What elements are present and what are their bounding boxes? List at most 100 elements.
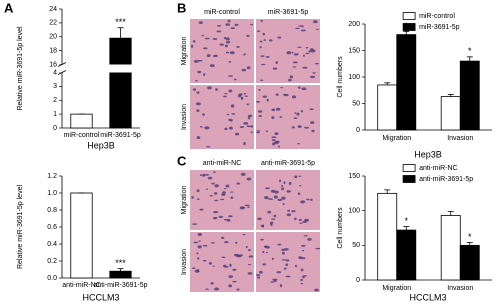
cell — [214, 184, 219, 188]
cell — [310, 49, 316, 53]
cell — [284, 248, 289, 251]
cell — [215, 88, 218, 91]
cell — [312, 72, 316, 74]
cell — [220, 236, 225, 240]
cell — [242, 233, 246, 236]
cell — [299, 222, 303, 225]
cell — [247, 206, 250, 209]
cell — [235, 241, 238, 244]
cell — [225, 37, 230, 41]
cell — [262, 95, 268, 98]
cell — [294, 264, 298, 268]
cell — [281, 259, 287, 261]
cell — [196, 252, 199, 255]
cell — [233, 78, 237, 81]
cell — [216, 30, 222, 33]
legend-swatch — [402, 23, 416, 31]
cell — [273, 279, 277, 282]
cell — [269, 221, 274, 224]
cell — [197, 59, 203, 62]
cell — [297, 125, 302, 128]
cell — [197, 245, 202, 249]
cell — [260, 19, 263, 23]
cell — [258, 115, 263, 117]
row-label: Migration — [181, 37, 188, 66]
y-tick-label: 24 — [49, 6, 57, 13]
cell — [234, 253, 239, 257]
legend-swatch — [402, 175, 416, 183]
cell — [246, 66, 251, 70]
cell — [265, 187, 270, 190]
y-tick-label: 0 — [356, 277, 360, 284]
cell — [312, 20, 318, 24]
cell — [224, 240, 229, 244]
x-tick-label: Invasion — [447, 285, 473, 292]
y-tick-label: 50 — [352, 242, 360, 249]
cell — [232, 280, 237, 283]
y-axis-label: Cell numbers — [337, 56, 344, 98]
cell — [256, 131, 260, 134]
cell — [232, 268, 237, 271]
cell — [206, 54, 211, 58]
cell — [300, 278, 303, 282]
cell — [248, 255, 254, 258]
cell — [224, 92, 228, 95]
micrograph — [190, 19, 254, 83]
cell — [209, 195, 213, 197]
cell — [220, 198, 225, 201]
bar — [396, 229, 417, 281]
x-axis-title: HCCLM3 — [82, 292, 119, 302]
y-tick-label: 150 — [348, 173, 360, 180]
x-tick-label: anti-miR-NC — [62, 282, 101, 289]
cell — [193, 60, 199, 63]
legend-label: miR-3691-5p — [419, 24, 460, 31]
cell — [288, 78, 292, 82]
cell — [297, 46, 302, 48]
bar — [396, 34, 417, 131]
cell — [216, 24, 222, 27]
cell — [228, 284, 233, 288]
cell — [246, 177, 252, 181]
cell — [271, 139, 276, 142]
y-axis-label: Relative miR-3691-5p level — [17, 185, 24, 269]
cell — [247, 125, 252, 128]
cell — [239, 126, 244, 129]
cell — [277, 145, 281, 148]
cell — [224, 127, 228, 131]
cell — [289, 75, 294, 79]
x-tick-label: Invasion — [447, 135, 473, 142]
cell — [304, 126, 310, 129]
cell — [258, 88, 261, 91]
y-tick-label: 200 — [348, 21, 360, 28]
cell — [230, 119, 233, 122]
cell — [192, 88, 197, 91]
cell — [303, 235, 308, 237]
significance: *** — [115, 258, 126, 268]
cell — [209, 64, 215, 68]
cell — [265, 56, 270, 58]
y-tick-label: 1 — [53, 111, 57, 118]
cell — [285, 263, 289, 267]
cell — [277, 243, 282, 246]
cell — [249, 23, 254, 26]
cell — [257, 276, 261, 279]
cell — [238, 254, 243, 257]
bar — [70, 192, 93, 279]
cell — [279, 284, 283, 288]
cell — [270, 281, 274, 283]
y-tick-label: 0.6 — [47, 224, 57, 231]
cell — [310, 198, 313, 201]
cell — [259, 270, 263, 274]
significance: * — [405, 216, 409, 226]
cell — [264, 196, 269, 200]
x-axis-title: Hep3B — [414, 149, 442, 159]
cell — [271, 218, 276, 220]
cell — [297, 86, 301, 89]
row-label: Invasion — [181, 249, 188, 275]
cell — [237, 94, 242, 98]
cell — [230, 196, 234, 199]
cell — [259, 40, 263, 43]
significance: *** — [115, 17, 126, 27]
bar — [459, 244, 480, 281]
cell — [204, 37, 210, 40]
